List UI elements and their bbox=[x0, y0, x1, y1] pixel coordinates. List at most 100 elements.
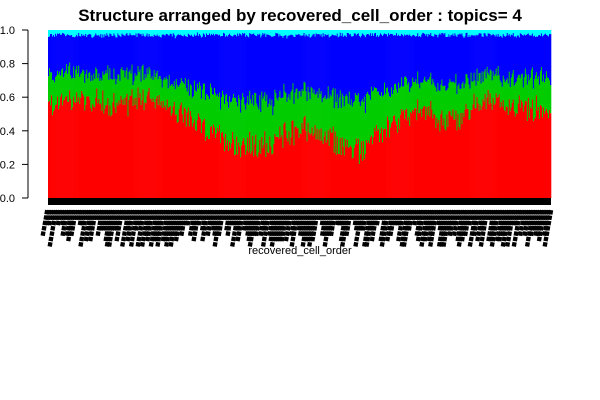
bar-segment bbox=[139, 30, 141, 35]
x-category-label: ■■ bbox=[408, 209, 420, 221]
bar-segment bbox=[205, 93, 208, 137]
bar-segment bbox=[422, 32, 424, 83]
bar-segment bbox=[105, 30, 107, 36]
bar-segment bbox=[206, 30, 209, 35]
bar-segment bbox=[343, 155, 346, 198]
bar-segment bbox=[319, 30, 321, 36]
bar-segment bbox=[66, 95, 68, 198]
bar-segment bbox=[345, 30, 348, 37]
bar-segment bbox=[75, 36, 77, 70]
bar-segment bbox=[213, 30, 216, 36]
bar-segment bbox=[395, 121, 397, 198]
bar-segment bbox=[52, 30, 54, 37]
bar-segment bbox=[456, 94, 458, 131]
bar-segment bbox=[59, 30, 61, 34]
bar-segment bbox=[253, 33, 255, 106]
bar-segment bbox=[488, 30, 490, 34]
bar-segment bbox=[369, 137, 372, 198]
bar-segment bbox=[320, 128, 322, 198]
bar-segment bbox=[61, 93, 63, 198]
bar-segment bbox=[347, 32, 350, 104]
bar-segment bbox=[520, 74, 523, 100]
bar-segment bbox=[341, 30, 344, 34]
bar-segment bbox=[471, 81, 473, 110]
bar-segment bbox=[55, 30, 57, 34]
x-category-label: ■■■■ bbox=[96, 209, 110, 232]
bar-segment bbox=[439, 30, 441, 34]
bar-segment bbox=[335, 154, 338, 198]
x-category-label: ■■■ bbox=[44, 209, 57, 227]
x-category-label: ■■■■■ bbox=[530, 209, 545, 238]
bar-segment bbox=[112, 36, 114, 80]
bar-segment bbox=[342, 36, 345, 97]
x-category-label: ■■■■■ bbox=[249, 209, 264, 238]
bar-segment bbox=[186, 112, 189, 198]
bar-segment bbox=[548, 30, 551, 35]
bar-segment bbox=[237, 30, 239, 34]
bar-segment bbox=[166, 79, 169, 100]
x-category-label: ■■■■ bbox=[111, 209, 125, 232]
bar-segment bbox=[142, 33, 144, 65]
bar-segment bbox=[519, 30, 522, 34]
bar-segment bbox=[443, 30, 445, 35]
bar-segment bbox=[95, 33, 97, 68]
x-category-label: ■■ bbox=[148, 209, 160, 221]
bar-segment bbox=[345, 36, 348, 95]
bar-segment bbox=[496, 75, 498, 98]
bar-segment bbox=[246, 30, 248, 35]
bar-segment bbox=[534, 117, 537, 198]
bar-segment bbox=[489, 33, 491, 70]
bar-segment bbox=[225, 36, 227, 96]
bar-segment bbox=[533, 35, 536, 80]
bar-segment bbox=[498, 36, 500, 76]
bar-segment bbox=[116, 79, 118, 103]
bar-segment bbox=[274, 133, 276, 198]
bar-segment bbox=[120, 30, 122, 37]
bar-segment bbox=[183, 84, 186, 108]
bar-segment bbox=[55, 33, 57, 77]
bar-segment bbox=[328, 30, 330, 38]
bar-segment bbox=[251, 30, 253, 35]
bar-segment bbox=[241, 99, 243, 146]
bar-segment bbox=[381, 96, 384, 143]
bar-segment bbox=[152, 30, 154, 37]
bar-segment bbox=[299, 30, 301, 36]
bar-segment bbox=[473, 72, 475, 94]
bar-segment bbox=[169, 30, 172, 34]
bar-segment bbox=[500, 101, 503, 198]
bar-segment bbox=[420, 108, 422, 198]
bar-segment bbox=[323, 97, 325, 137]
bar-segment bbox=[226, 35, 228, 94]
bar-segment bbox=[186, 30, 189, 37]
bar-segment bbox=[477, 103, 479, 198]
bar-segment bbox=[358, 35, 361, 102]
bar-segment bbox=[116, 102, 118, 198]
bar-segment bbox=[432, 118, 434, 198]
bar-segment bbox=[123, 30, 125, 36]
bar-segment bbox=[215, 93, 217, 138]
bar-segment bbox=[480, 109, 482, 198]
bar-segment bbox=[365, 34, 368, 95]
bar-segment bbox=[330, 132, 332, 198]
bar-segment bbox=[129, 33, 131, 70]
bar-segment bbox=[134, 73, 136, 105]
bar-segment bbox=[140, 81, 142, 105]
bar-segment bbox=[253, 30, 255, 34]
bar-segment bbox=[283, 35, 285, 84]
bar-segment bbox=[373, 33, 376, 88]
bar-segment bbox=[173, 30, 176, 35]
bar-segment bbox=[429, 116, 431, 198]
bar-segment bbox=[167, 108, 170, 198]
bar-segment bbox=[181, 81, 184, 115]
bar-segment bbox=[464, 36, 466, 84]
bar-segment bbox=[182, 122, 185, 198]
bar-segment bbox=[497, 66, 499, 97]
bar-segment bbox=[123, 35, 125, 71]
bar-segment bbox=[407, 34, 409, 85]
bar-segment bbox=[481, 36, 483, 72]
bar-segment bbox=[384, 30, 386, 34]
bar-segment bbox=[198, 33, 201, 82]
bar-segment bbox=[227, 30, 229, 37]
bar-segment bbox=[130, 30, 132, 35]
bar-segment bbox=[130, 34, 132, 74]
